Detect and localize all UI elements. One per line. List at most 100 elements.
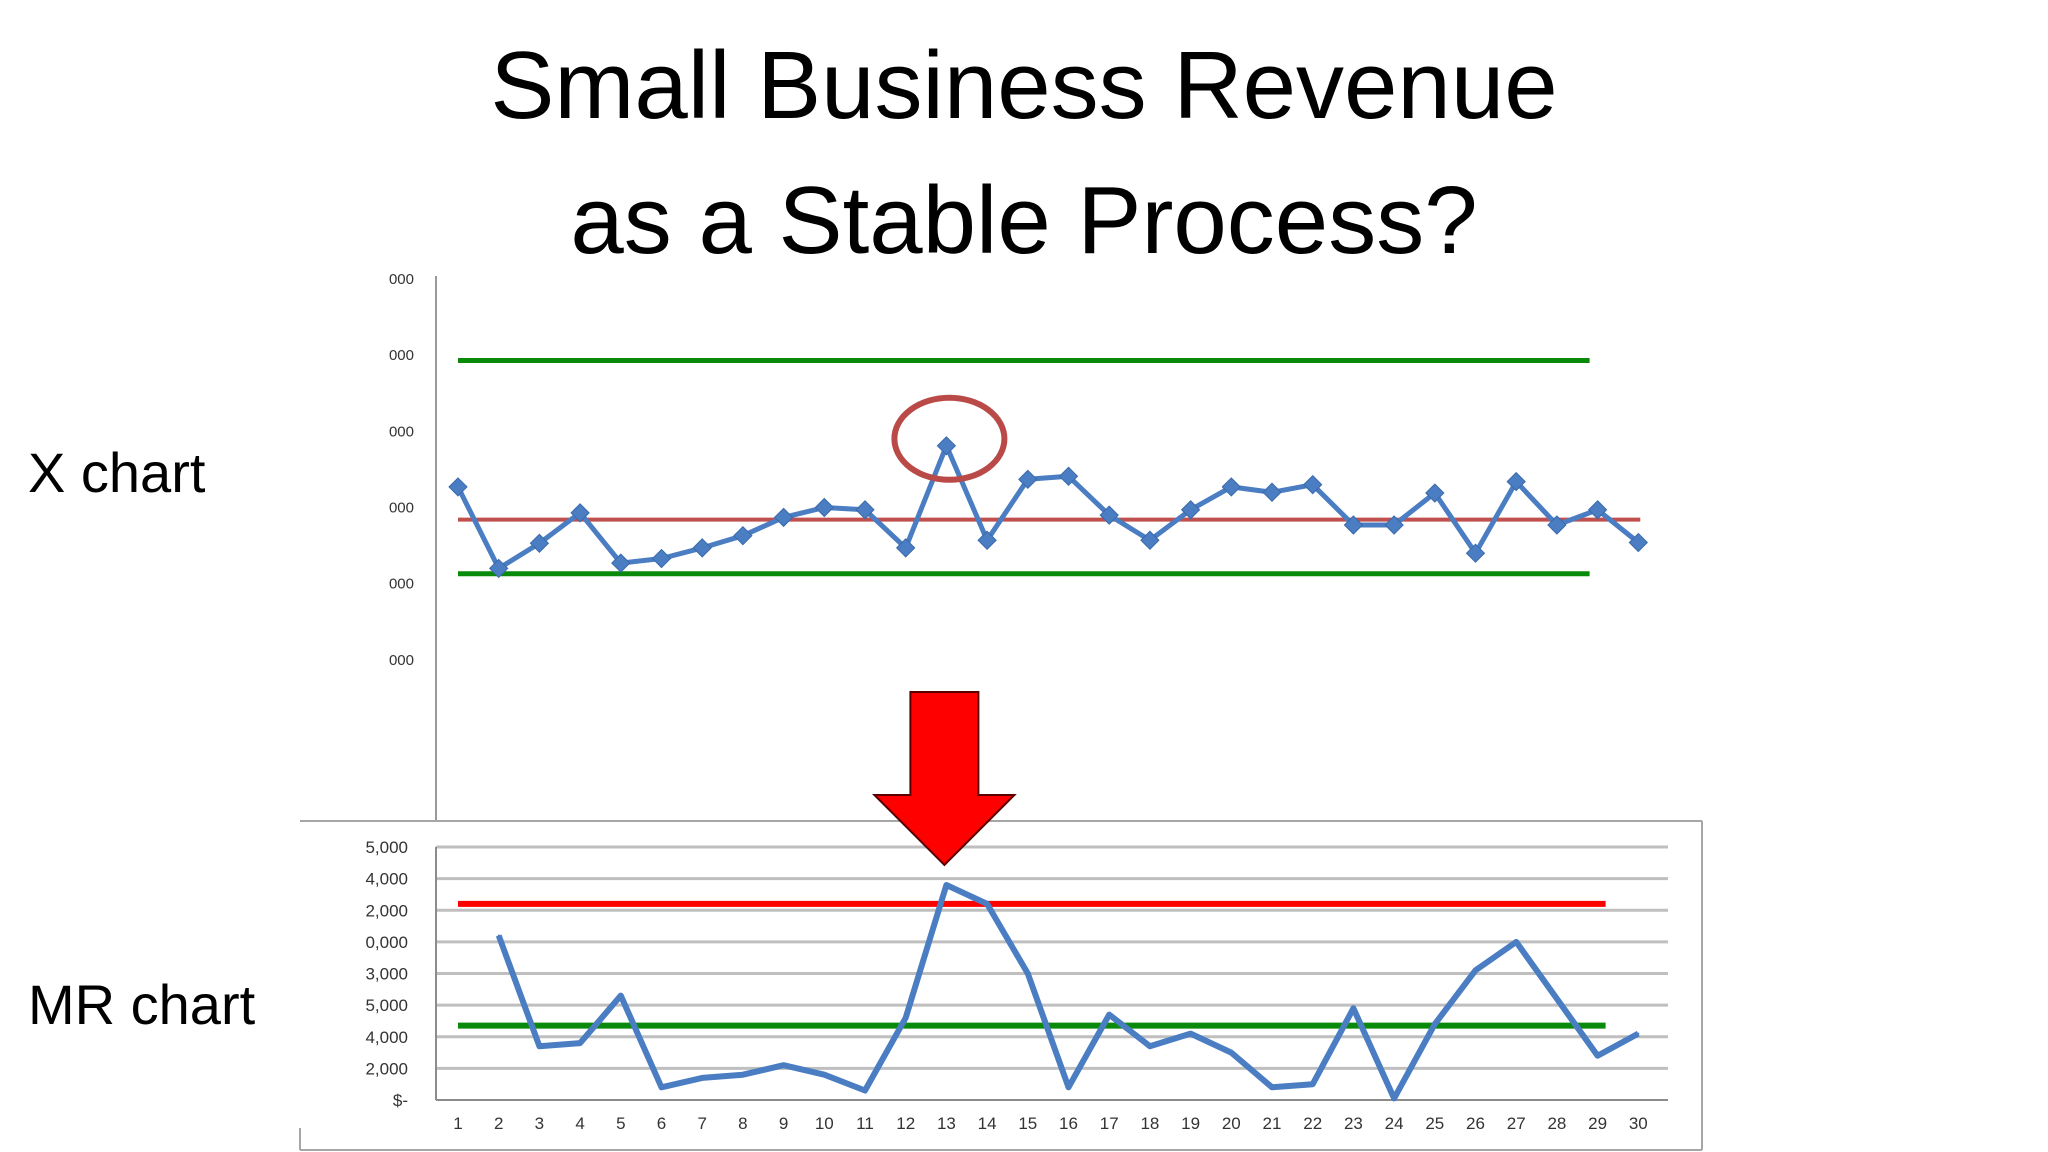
mr-chart-point [660, 1086, 663, 1089]
mr-chart-point [497, 934, 500, 937]
mr-chart-x-tick-label: 30 [1629, 1114, 1648, 1133]
x-chart-point [977, 530, 997, 550]
mr-chart-y-tick-label: 5,000 [365, 838, 408, 857]
mr-chart-x-tick-label: 10 [815, 1114, 834, 1133]
x-chart-y-tick-label: 000 [389, 576, 414, 593]
x-chart-point [488, 558, 509, 579]
x-chart-point [733, 525, 753, 546]
mr-chart-point [823, 1073, 826, 1076]
x-chart-point [1262, 482, 1282, 502]
x-chart-point [692, 538, 712, 558]
title-line-2: as a Stable Process? [570, 167, 1478, 274]
mr-chart-point [619, 994, 622, 997]
mr-chart-point [1433, 1023, 1436, 1026]
x-chart-y-tick-label: 000 [389, 652, 414, 669]
mr-chart-point [864, 1089, 866, 1092]
mr-chart-x-tick-label: 24 [1385, 1114, 1404, 1133]
mr-chart-x-tick-label: 17 [1100, 1114, 1119, 1133]
mr-chart-x-tick-label: 2 [494, 1114, 503, 1133]
mr-chart-point [1474, 969, 1477, 972]
mr-chart-x-tick-label: 16 [1059, 1114, 1078, 1133]
mr-chart-x-tick-label: 11 [856, 1114, 874, 1133]
mr-chart-x-tick-label: 3 [535, 1114, 544, 1133]
mr-chart-point [1393, 1097, 1396, 1100]
mr-chart-x-tick-label: 22 [1303, 1114, 1322, 1133]
mr-chart-point [945, 883, 948, 886]
x-chart-point [1425, 483, 1445, 503]
x-chart-point [1058, 466, 1079, 486]
x-chart-series-line [455, 443, 1640, 571]
x-chart-point [1587, 500, 1608, 520]
x-chart-point [1018, 469, 1038, 490]
mr-chart-x-tick-label: 4 [575, 1114, 584, 1133]
x-chart-point [1140, 530, 1160, 550]
x-chart-point [1506, 471, 1526, 492]
mr-chart-y-tick-label: 3,000 [365, 965, 408, 984]
x-chart-point [895, 538, 916, 558]
x-chart-point [529, 533, 550, 554]
mr-chart-series-line [495, 882, 1640, 1102]
x-chart-y-tick-label: 000 [389, 271, 414, 288]
mr-chart-point [1271, 1086, 1273, 1089]
x-chart-point [1628, 532, 1649, 553]
mr-chart-y-tick-label: 4,000 [365, 870, 408, 889]
highlight-circle-icon [891, 394, 1008, 483]
mr-chart-x-tick-label: 23 [1344, 1114, 1363, 1133]
x-chart: 000 000 000 000 000 000 [389, 271, 1649, 822]
x-chart-y-tick-label: 000 [389, 347, 414, 364]
x-chart-y-tick-label: 000 [389, 500, 414, 517]
mr-chart-x-tick-label: 15 [1018, 1114, 1037, 1133]
x-chart-point [651, 548, 672, 569]
mr-chart-x-tick-label: 1 [453, 1114, 462, 1133]
mr-chart-point [1311, 1083, 1314, 1086]
x-chart-point [936, 436, 957, 456]
mr-chart-x-tick-label: 7 [697, 1114, 706, 1133]
mr-chart-point [701, 1076, 704, 1079]
annotation-overlay [871, 394, 1017, 867]
mr-chart-point [1515, 940, 1518, 943]
mr-chart-x-tick-label: 13 [937, 1114, 956, 1133]
x-chart-point [1221, 477, 1242, 497]
mr-chart-point [986, 902, 989, 905]
mr-chart-point [741, 1073, 744, 1076]
x-chart-y-tick-label: 000 [389, 423, 414, 440]
red-down-arrow-icon [871, 691, 1017, 867]
mr-chart-y-tick-label: 2,000 [365, 901, 408, 920]
mr-chart-point [1189, 1032, 1192, 1035]
x-chart-point [1384, 515, 1404, 535]
mr-chart-point [1352, 1007, 1355, 1010]
x-chart-point [855, 500, 875, 520]
mr-chart-x-tick-label: 25 [1425, 1114, 1444, 1133]
mr-chart-point [904, 1016, 907, 1019]
mr-chart-point [538, 1045, 541, 1048]
slide-title: Small Business Revenue as a Stable Proce… [0, 18, 2048, 288]
x-chart-point [1302, 474, 1323, 495]
mr-chart-y-tick-label: 0,000 [365, 933, 408, 952]
mr-chart-x-tick-label: 26 [1466, 1114, 1485, 1133]
title-line-1: Small Business Revenue [490, 32, 1558, 139]
x-chart-point [1099, 505, 1119, 525]
x-chart-point [814, 497, 835, 518]
mr-chart-y-tick-label: 2,000 [365, 1059, 408, 1078]
mr-chart-x-tick-label: 28 [1547, 1114, 1566, 1133]
mr-chart-point [1108, 1013, 1111, 1016]
mr-chart-x-tick-label: 21 [1263, 1114, 1282, 1133]
x-chart-point [1547, 515, 1567, 535]
mr-chart-point [1026, 972, 1029, 975]
mr-chart-x-tick-label: 12 [896, 1114, 915, 1133]
x-chart-point [1180, 500, 1201, 520]
x-chart-point [773, 507, 794, 528]
mr-chart-y-tick-label: $- [393, 1091, 408, 1110]
x-chart-point [1343, 515, 1364, 535]
mr-chart-point [1596, 1054, 1599, 1057]
x-chart-point [1465, 543, 1486, 563]
mr-chart-point [782, 1064, 785, 1067]
x-chart-label: X chart [28, 441, 206, 504]
mr-chart-point [1067, 1086, 1070, 1089]
mr-chart-point [579, 1042, 582, 1045]
mr-chart-x-tick-label: 9 [779, 1114, 788, 1133]
mr-chart-x-tick-label: 20 [1222, 1114, 1241, 1133]
mr-chart-point [1637, 1032, 1640, 1035]
mr-chart: $- 2,000 4,000 5,000 3,000 0,000 2,000 4,000 5,0… [299, 820, 1703, 1151]
